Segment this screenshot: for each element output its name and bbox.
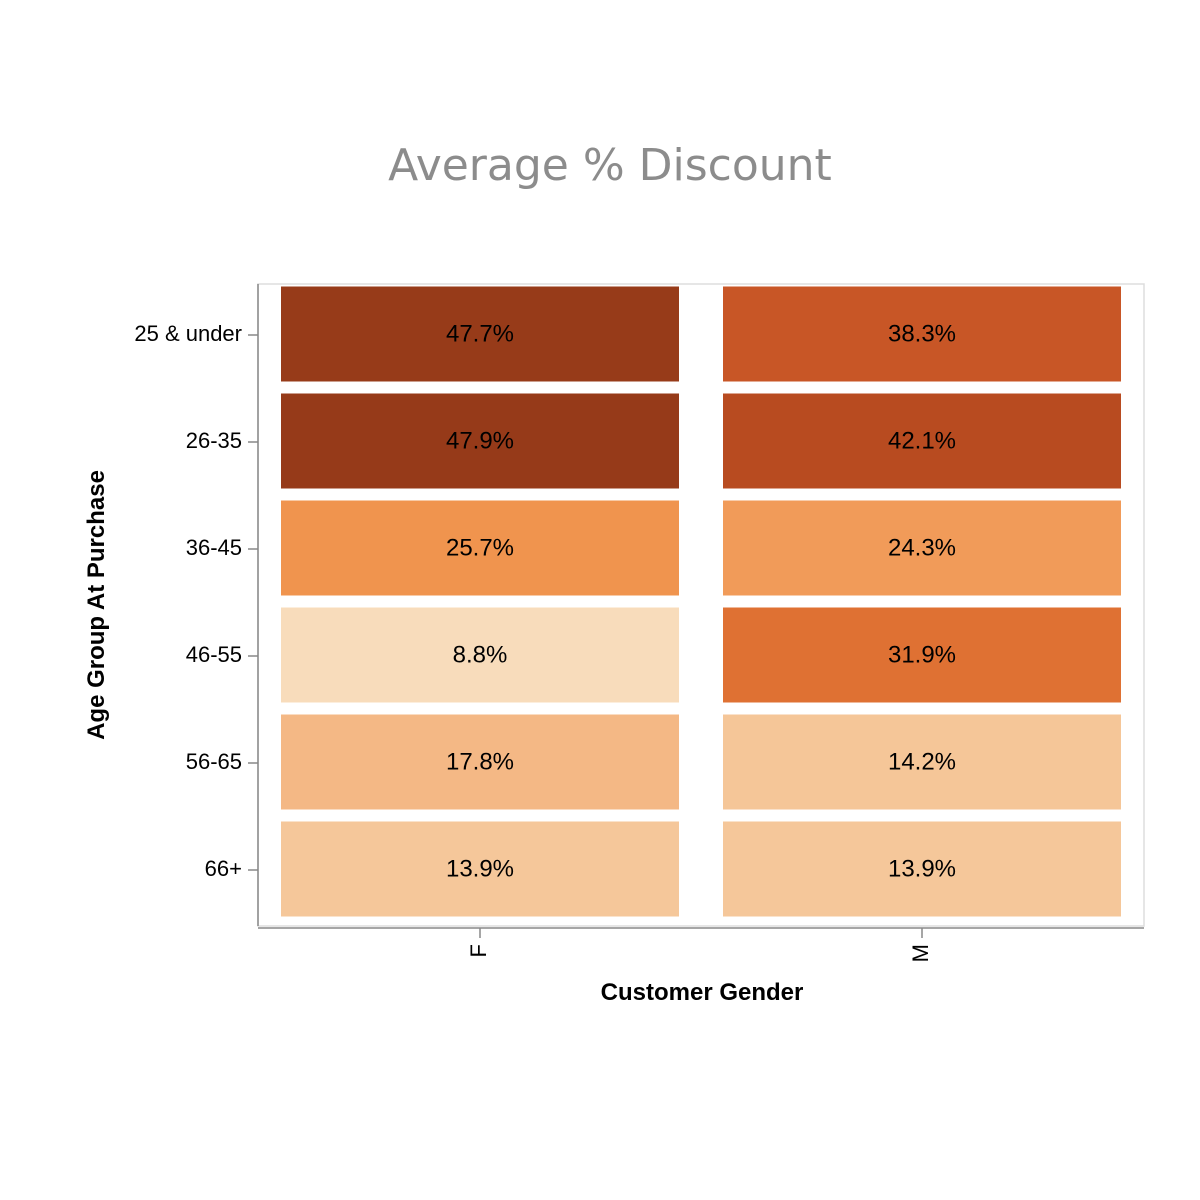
y-tick-label: 66+: [205, 856, 242, 881]
y-axis-title: Age Group At Purchase: [83, 470, 110, 740]
cell-value-label: 13.9%: [888, 855, 956, 882]
chart-title: Average % Discount: [388, 140, 832, 191]
heatmap-cell: [281, 607, 679, 703]
heatmap-cell: [723, 393, 1121, 489]
heatmap-cell: [281, 500, 679, 596]
y-tick-label: 26-35: [186, 428, 242, 453]
x-tick-label: M: [908, 944, 933, 962]
y-tick-label: 56-65: [186, 749, 242, 774]
x-axis-title: Customer Gender: [601, 979, 804, 1006]
cell-value-label: 14.2%: [888, 748, 956, 775]
heatmap-cells: 47.7% 38.3% 47.9% 42.1% 25.7% 24.3% 8.8% 31.9% 1…: [281, 286, 1121, 917]
heatmap-cell: [281, 286, 679, 382]
x-tick-label: F: [466, 944, 491, 957]
cell-value-label: 31.9%: [888, 641, 956, 668]
cell-value-label: 25.7%: [446, 534, 514, 561]
heatmap-cell: [723, 714, 1121, 810]
cell-value-label: 8.8%: [453, 641, 508, 668]
y-tick-label: 46-55: [186, 642, 242, 667]
cell-value-label: 42.1%: [888, 427, 956, 454]
cell-value-label: 13.9%: [446, 855, 514, 882]
cell-value-label: 24.3%: [888, 534, 956, 561]
cell-value-label: 38.3%: [888, 320, 956, 347]
cell-value-label: 47.7%: [446, 320, 514, 347]
cell-value-label: 17.8%: [446, 748, 514, 775]
heatmap-cell: [723, 286, 1121, 382]
heatmap-cell: [281, 714, 679, 810]
heatmap-cell: [723, 500, 1121, 596]
y-tick-label: 25 & under: [134, 321, 242, 346]
heatmap-cell: [723, 821, 1121, 917]
heatmap-cell: [281, 821, 679, 917]
heatmap-cell: [723, 607, 1121, 703]
cell-value-label: 47.9%: [446, 427, 514, 454]
y-axis-ticks: 25 & under 26-35 36-45 46-55 56-65 66+: [134, 321, 258, 881]
heatmap-cell: [281, 393, 679, 489]
y-tick-label: 36-45: [186, 535, 242, 560]
